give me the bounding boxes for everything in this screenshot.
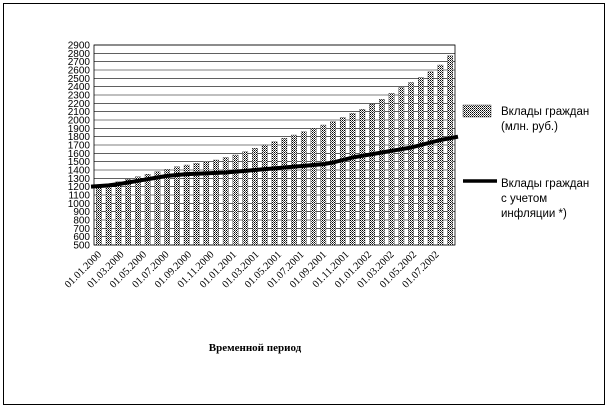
y-tick-label: 800 xyxy=(73,216,90,227)
legend-bar-swatch xyxy=(462,104,492,118)
bar xyxy=(213,159,219,246)
y-tick-label: 1200 xyxy=(68,182,91,193)
bar xyxy=(252,148,258,246)
bar xyxy=(271,141,278,246)
y-tick-label: 2700 xyxy=(68,57,91,68)
y-tick-label: 900 xyxy=(73,207,90,218)
y-tick-label: 2800 xyxy=(68,49,91,60)
bar xyxy=(398,87,405,246)
y-tick-label: 1100 xyxy=(68,191,90,202)
bar xyxy=(193,163,200,246)
y-tick-label: 2400 xyxy=(68,82,91,93)
bar xyxy=(408,82,414,246)
bar xyxy=(232,154,239,246)
bar xyxy=(105,184,112,246)
bar xyxy=(339,117,346,246)
y-tick-label: 2900 xyxy=(68,41,91,52)
bar xyxy=(281,138,288,246)
legend-bar-label: Вклады граждан xyxy=(501,106,589,118)
y-tick-label: 2600 xyxy=(68,66,91,77)
bar xyxy=(330,121,336,246)
bar xyxy=(447,55,453,246)
y-tick-label: 2300 xyxy=(68,91,91,102)
bar xyxy=(310,128,317,246)
bar xyxy=(115,181,122,246)
y-tick-label: 500 xyxy=(73,241,90,252)
x-axis-title: Временной период xyxy=(209,342,302,354)
bar xyxy=(418,77,424,246)
bar xyxy=(183,164,190,246)
bar xyxy=(359,109,366,246)
bar xyxy=(203,161,210,246)
bar xyxy=(164,169,171,246)
inflation-adjusted-line xyxy=(90,134,459,189)
bar xyxy=(388,93,395,246)
bar xyxy=(378,99,385,246)
bar xyxy=(222,157,229,246)
bar xyxy=(349,113,356,246)
legend-line-label: инфляции *) xyxy=(501,208,567,220)
bar xyxy=(300,131,307,246)
y-tick-label: 1900 xyxy=(68,124,91,135)
x-axis: 01.01.200001.03.200001.05.200001.07.2000… xyxy=(63,249,442,290)
bar xyxy=(144,174,151,246)
bar xyxy=(261,144,268,246)
y-tick-label: 2500 xyxy=(68,74,91,85)
y-tick-label: 1000 xyxy=(68,199,91,210)
bar xyxy=(320,124,327,246)
legend: Вклады граждан (млн. руб.) Вклады граждан с… xyxy=(462,104,589,220)
legend-line-label: с учетом xyxy=(501,193,547,205)
chart-frame xyxy=(3,3,605,405)
y-tick-label: 1300 xyxy=(68,174,91,185)
y-tick-label: 2200 xyxy=(68,99,91,110)
legend-line-label: Вклады граждан xyxy=(501,178,589,190)
y-tick-label: 2000 xyxy=(68,116,91,127)
bar xyxy=(135,176,141,246)
bar xyxy=(427,71,434,246)
bar xyxy=(369,104,375,246)
bar xyxy=(96,186,102,246)
legend-bar-label: (млн. руб.) xyxy=(501,121,558,133)
bar xyxy=(154,171,161,246)
y-tick-label: 1400 xyxy=(68,166,91,177)
bar xyxy=(174,166,180,246)
y-tick-label: 700 xyxy=(73,224,90,235)
bar xyxy=(291,134,297,246)
y-tick-label: 1500 xyxy=(68,157,91,168)
y-tick-label: 2100 xyxy=(68,107,91,118)
bar-series xyxy=(96,55,453,246)
y-tick-label: 600 xyxy=(73,232,90,243)
y-axis: 5006007008009001000110012001300140015001… xyxy=(68,41,91,252)
bar xyxy=(437,64,444,246)
bar xyxy=(125,179,131,246)
y-tick-label: 1800 xyxy=(68,132,91,143)
y-tick-label: 1700 xyxy=(68,141,91,152)
y-tick-label: 1600 xyxy=(68,149,91,160)
bar xyxy=(242,151,249,246)
line-series xyxy=(90,134,459,189)
